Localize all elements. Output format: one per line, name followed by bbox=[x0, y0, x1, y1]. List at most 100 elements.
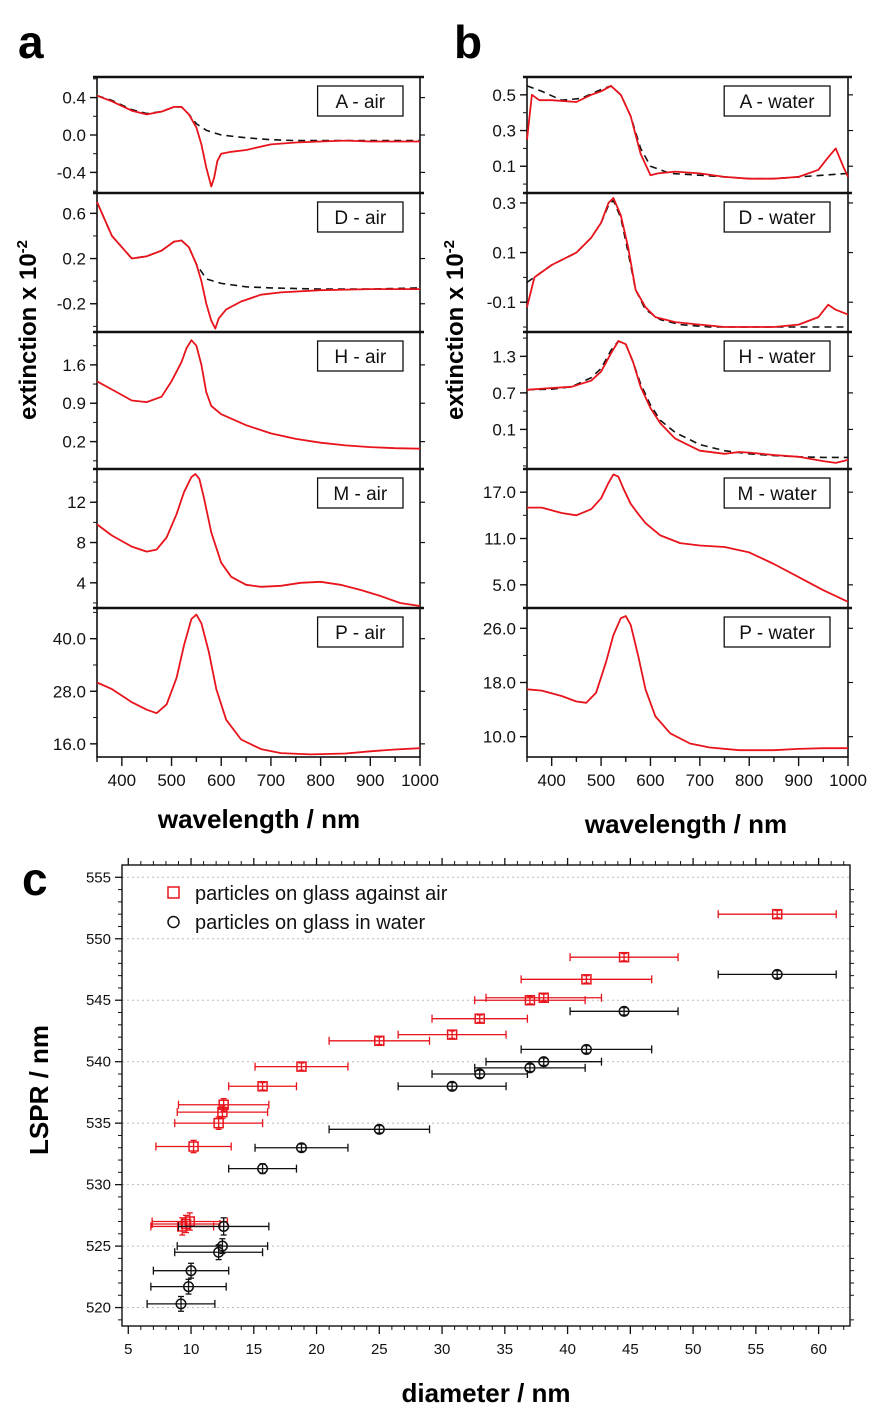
x-tick-label: 45 bbox=[622, 1341, 639, 1358]
y-tick-label: 18.0 bbox=[483, 674, 516, 693]
x-tick-label: 60 bbox=[810, 1341, 827, 1358]
sample-tag-label: H - water bbox=[739, 347, 817, 368]
circle-marker bbox=[295, 1142, 308, 1154]
square-marker bbox=[474, 1013, 485, 1024]
circle-marker bbox=[185, 1265, 197, 1277]
y-tick-label: 540 bbox=[86, 1054, 111, 1071]
square-marker bbox=[618, 951, 630, 963]
panel-c-y-axis-label: LSPR / nm bbox=[24, 1025, 54, 1155]
legend-square-marker bbox=[167, 886, 180, 899]
data-point bbox=[717, 968, 837, 980]
panel-a-y-axis-label: extinction x 10-2 bbox=[14, 240, 42, 420]
data-point bbox=[328, 1123, 431, 1135]
sample-tag-label: P - air bbox=[335, 623, 386, 644]
circle-marker bbox=[538, 1056, 550, 1068]
data-point bbox=[146, 1295, 216, 1312]
square-marker bbox=[524, 994, 536, 1006]
x-tick-label: 15 bbox=[245, 1341, 262, 1358]
circle-marker bbox=[771, 968, 783, 980]
x-tick-label: 500 bbox=[587, 771, 615, 790]
panel-a-subplot-1: -0.4 0.0 0.4 A - air bbox=[57, 75, 425, 194]
data-point bbox=[397, 1080, 507, 1092]
panel-a-letter: a bbox=[18, 16, 44, 68]
panel-b-letter: b bbox=[454, 16, 482, 68]
y-tick-label: 0.0 bbox=[62, 126, 86, 145]
data-point bbox=[474, 994, 586, 1006]
y-tick-label: -0.2 bbox=[57, 295, 86, 314]
sample-tag-label: M - water bbox=[738, 484, 818, 505]
sample-tag-box bbox=[316, 616, 404, 648]
square-marker bbox=[446, 1029, 458, 1040]
square-marker bbox=[538, 992, 549, 1004]
measured-curve bbox=[526, 615, 848, 752]
circle-marker bbox=[218, 1220, 230, 1232]
x-tick-label: 800 bbox=[735, 771, 763, 790]
x-tick-label: 5 bbox=[124, 1341, 132, 1358]
panel-b-subplot-1: 0.1 0.3 0.5 A - water bbox=[492, 75, 853, 194]
y-tick-label: 26.0 bbox=[483, 619, 516, 638]
square-marker bbox=[374, 1035, 385, 1047]
data-point bbox=[431, 1068, 529, 1080]
y-tick-label: 0.3 bbox=[492, 194, 516, 213]
sample-tag-box bbox=[316, 201, 404, 233]
panel-a-y-axis-label-base: extinction x 10 bbox=[15, 253, 42, 420]
x-tick-label: 30 bbox=[434, 1341, 451, 1358]
x-tick-label: 700 bbox=[257, 771, 285, 790]
measured-curve bbox=[96, 94, 420, 188]
data-point bbox=[569, 951, 679, 963]
data-point bbox=[431, 1013, 529, 1024]
sample-tag-box bbox=[723, 85, 831, 117]
square-marker bbox=[217, 1106, 228, 1118]
panel-b-subplot-3: 0.1 0.7 1.3 H - water bbox=[492, 330, 853, 470]
y-tick-label: 0.1 bbox=[492, 244, 516, 263]
y-tick-label: 0.2 bbox=[62, 433, 86, 452]
x-tick-label: 1000 bbox=[829, 771, 867, 790]
data-point bbox=[155, 1139, 232, 1154]
data-point bbox=[485, 1056, 603, 1068]
data-point bbox=[174, 1244, 264, 1261]
x-tick-label: 600 bbox=[636, 771, 664, 790]
data-point bbox=[520, 974, 653, 985]
sample-tag-box bbox=[723, 340, 831, 372]
x-tick-label: 600 bbox=[207, 771, 235, 790]
panel-a: a -0.40.00.4 A - air-0.20.20.6 D - air0.20… bbox=[14, 16, 439, 834]
panel-a-x-axis: 400 500 600 700 800 900 1000 bbox=[96, 757, 439, 790]
panel-c-frame bbox=[121, 864, 851, 1327]
data-point bbox=[177, 1097, 270, 1112]
panel-b-y-axis-label: extinction x 10-2 bbox=[441, 240, 469, 420]
x-tick-label: 1000 bbox=[401, 771, 439, 790]
y-tick-label: 17.0 bbox=[483, 483, 516, 502]
x-tick-label: 900 bbox=[356, 771, 384, 790]
sample-tag-box bbox=[316, 85, 404, 117]
data-point bbox=[520, 1043, 653, 1055]
y-tick-label: 0.9 bbox=[62, 394, 86, 413]
y-tick-label: 1.3 bbox=[492, 347, 516, 366]
panel-a-subplot-5: 16.0 28.0 40.0 P - air bbox=[53, 606, 425, 758]
data-point bbox=[328, 1035, 431, 1047]
y-tick-label: -0.4 bbox=[57, 163, 86, 182]
panel-c-legend: particles on glass against air particles … bbox=[167, 883, 448, 934]
panel-a-subplot-2: -0.2 0.2 0.6 D - air bbox=[57, 191, 425, 333]
square-marker bbox=[581, 974, 592, 985]
y-tick-label: 545 bbox=[86, 992, 111, 1009]
data-point bbox=[228, 1163, 298, 1175]
circle-marker bbox=[373, 1123, 385, 1135]
circle-marker bbox=[580, 1043, 592, 1055]
square-marker bbox=[213, 1117, 224, 1129]
y-tick-label: -0.1 bbox=[487, 293, 516, 312]
panel-c-grid bbox=[122, 876, 850, 1309]
x-tick-label: 400 bbox=[108, 771, 136, 790]
series-air bbox=[150, 908, 837, 1236]
y-tick-label: 525 bbox=[86, 1238, 111, 1255]
y-tick-label: 16.0 bbox=[53, 735, 86, 754]
x-tick-label: 35 bbox=[496, 1341, 513, 1358]
data-point bbox=[254, 1142, 349, 1154]
panel-b-plots: 0.1 0.3 0.5 A - water -0.1 0.1 0.3 D - water 0.1… bbox=[483, 75, 867, 790]
measured-curve bbox=[527, 473, 849, 603]
circle-marker bbox=[175, 1298, 187, 1310]
y-tick-label: 0.7 bbox=[492, 384, 516, 403]
y-tick-label: 28.0 bbox=[53, 682, 86, 701]
measured-curve bbox=[96, 201, 420, 330]
circle-marker bbox=[216, 1240, 228, 1252]
